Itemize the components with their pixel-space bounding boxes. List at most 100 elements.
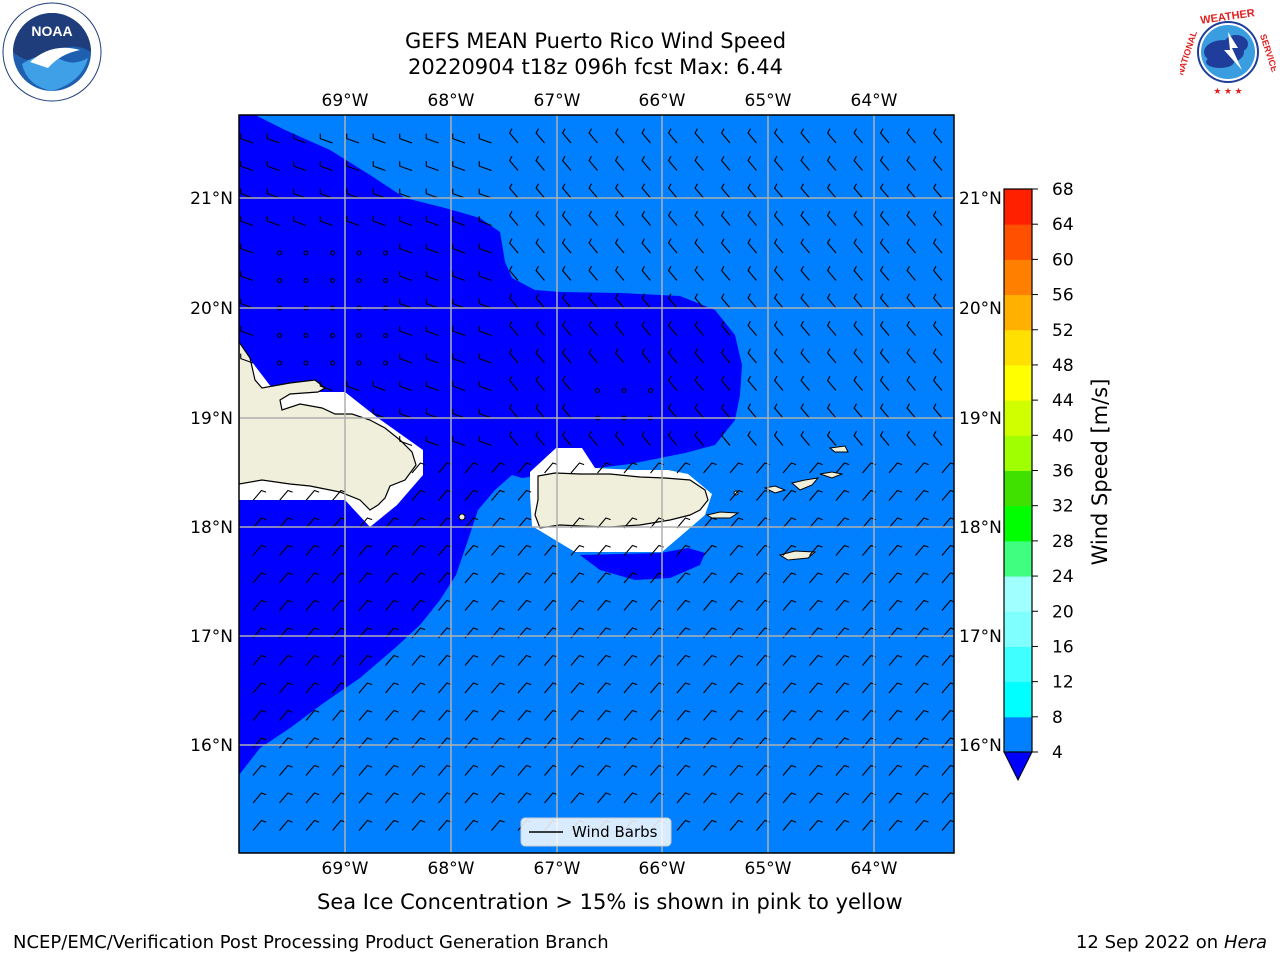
wind-barb (667, 293, 678, 309)
wind-barb (279, 682, 293, 694)
lon-label-bottom: 69°W (322, 859, 369, 879)
wind-barb (452, 326, 466, 337)
wind-barb (464, 792, 479, 804)
wind-barb (676, 682, 691, 694)
wind-barb (452, 271, 466, 282)
wind-barb (561, 430, 572, 446)
wind-barb-calm (382, 332, 389, 339)
wind-barbs (240, 128, 954, 831)
wind-barb (535, 403, 545, 419)
wind-barb (305, 764, 320, 776)
colorbar-tick-label: 20 (1052, 602, 1074, 622)
wind-barb (694, 183, 704, 199)
wind-barb (358, 599, 373, 611)
nws-logo: WEATHER NATIONAL SERVICE ★ ★ ★ (1180, 4, 1276, 96)
wind-barb (252, 517, 267, 529)
wind-barb (747, 265, 757, 281)
wind-barb (676, 819, 691, 831)
wind-barb (411, 517, 426, 529)
wind-barb (747, 430, 757, 446)
wind-barb (346, 188, 360, 199)
wind-barb (676, 654, 691, 666)
wind-barb (438, 462, 452, 474)
wind-barb (588, 320, 598, 336)
wind-barb (782, 462, 797, 474)
wind-barb (438, 819, 452, 831)
virgin-islands (458, 445, 849, 561)
wind-barb (570, 572, 585, 584)
wind-barb (385, 599, 399, 611)
wind-barb (452, 133, 466, 144)
wind-barb (372, 188, 386, 199)
wind-barb (597, 792, 611, 804)
wind-barb (478, 408, 492, 419)
wind-barb (853, 265, 863, 281)
wind-barb (773, 403, 784, 419)
wind-barb (888, 792, 903, 804)
wind-barb (932, 155, 943, 171)
wind-barb (588, 238, 598, 254)
wind-barb (826, 430, 837, 446)
wind-barb (809, 572, 823, 584)
wind-barb (332, 572, 346, 584)
wind-barb (491, 682, 505, 694)
wind-barb (425, 353, 439, 364)
wind-barb (399, 436, 413, 447)
wind-barb (385, 792, 399, 804)
wind-barb (641, 210, 651, 226)
wind-barb (826, 375, 837, 391)
wind-barb (438, 599, 452, 611)
wind-barb (932, 238, 943, 254)
wind-barb (252, 819, 267, 831)
wind-barb (809, 462, 823, 474)
wind-barb (915, 517, 929, 529)
wind-barb (835, 599, 850, 611)
colorbar-segment (1004, 400, 1032, 436)
wind-barb (614, 238, 625, 254)
wind-barb (720, 403, 731, 419)
wind-barb (464, 517, 479, 529)
wind-barb (332, 819, 346, 831)
wind-barb (452, 408, 466, 419)
wind-barb (279, 764, 293, 776)
lat-label-right: 16°N (959, 736, 1002, 756)
wind-barb (358, 792, 373, 804)
map-area: Wind Barbs (239, 115, 954, 853)
wind-barb (252, 709, 267, 721)
wind-barb (835, 544, 850, 556)
wind-barb-calm (329, 360, 336, 366)
wind-barb (694, 265, 704, 281)
wind-barb (399, 243, 413, 254)
wind-barb (535, 183, 545, 199)
wind-barb (240, 298, 254, 309)
wind-barb (491, 819, 505, 831)
wind-barb (517, 462, 532, 474)
wind-barb (438, 792, 452, 804)
wind-barb (305, 792, 320, 804)
wind-barb (800, 265, 810, 281)
wind-barb (597, 517, 611, 529)
wind-barb (464, 489, 479, 501)
wind-barb (729, 544, 744, 556)
lat-label-left: 18°N (190, 518, 233, 538)
wind-barb (826, 183, 837, 199)
wind-barb (508, 238, 519, 254)
wind-barb (279, 792, 293, 804)
wind-barb (800, 293, 810, 309)
colorbar-tick-label: 12 (1052, 673, 1074, 693)
colorbar-tick-label: 36 (1052, 462, 1074, 482)
wind-barb (570, 682, 585, 694)
wind-barb (676, 599, 691, 611)
wind-barb (623, 517, 638, 529)
wind-barb (694, 348, 704, 364)
wind-barb (570, 544, 585, 556)
wind-barb (438, 654, 452, 666)
wind-barb (915, 572, 929, 584)
wind-barb (809, 819, 823, 831)
wind-barb (676, 572, 691, 584)
wind-barb (915, 764, 929, 776)
wind-barb (782, 544, 797, 556)
wind-barb-calm (276, 360, 283, 366)
lat-label-left: 21°N (190, 189, 233, 209)
wind-barb (597, 654, 611, 666)
